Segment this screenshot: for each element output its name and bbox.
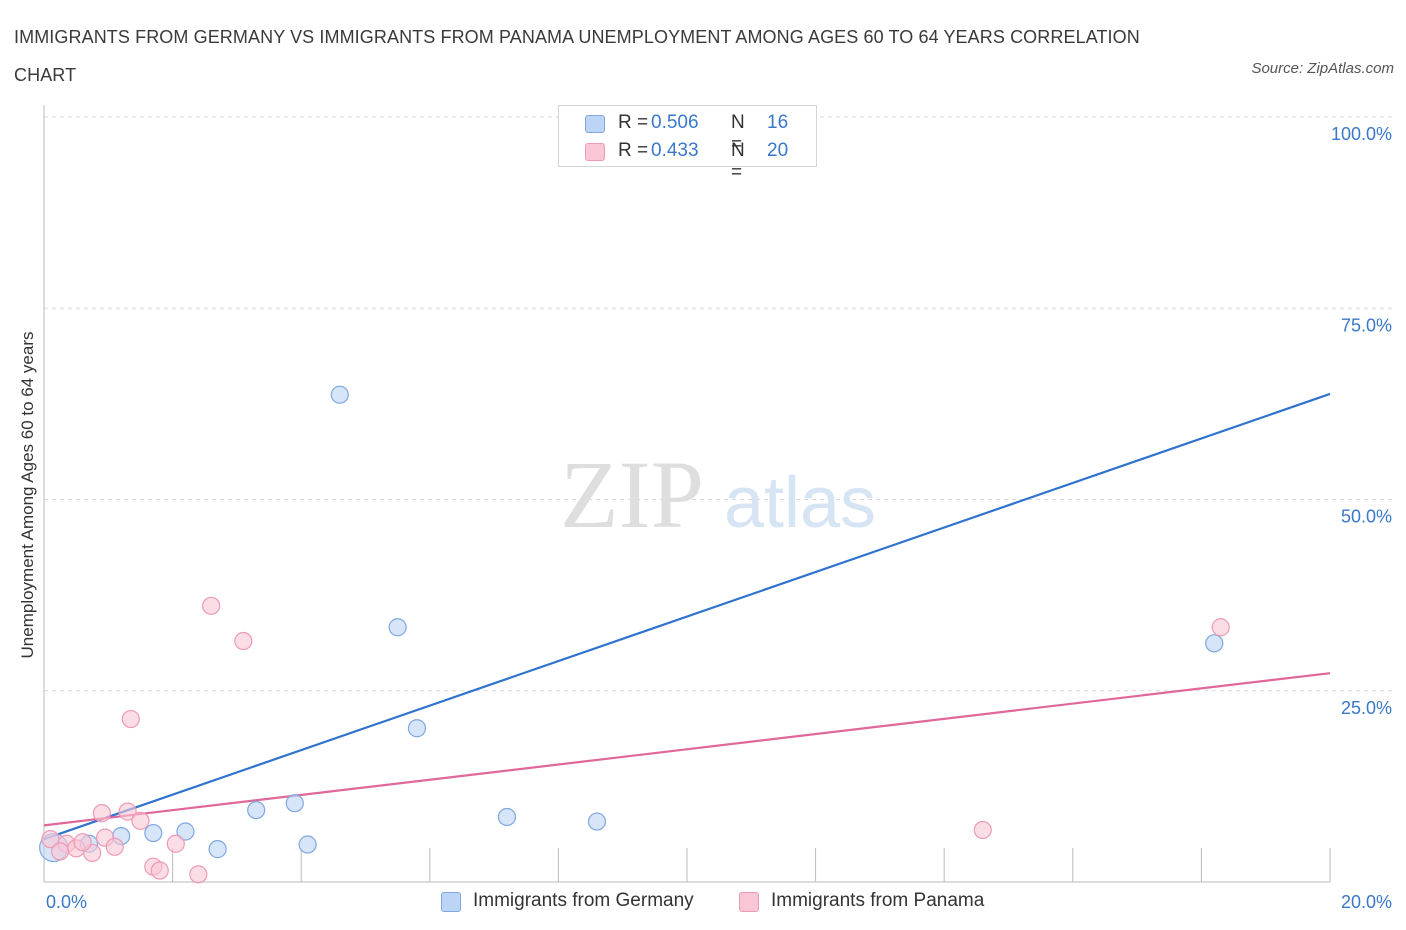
bottom-legend-swatch-germany — [441, 892, 461, 912]
data-point-panama-19 — [73, 833, 92, 852]
bottom-legend-swatch-panama — [739, 892, 759, 912]
legend-n-label-panama: N = — [731, 140, 745, 183]
data-point-panama-14 — [202, 596, 221, 615]
legend-r-label-germany: R = — [618, 112, 649, 133]
data-point-panama-16 — [973, 820, 992, 840]
legend-n-value-panama: 20 — [767, 140, 789, 161]
data-point-panama-11 — [150, 861, 169, 880]
trend-lines — [43, 392, 1331, 841]
y-tick-label-100: 100.0% — [1331, 124, 1392, 144]
legend-r-value-panama: 0.433 — [651, 140, 699, 161]
watermark-atlas: atlas — [724, 463, 876, 543]
data-point-panama-4 — [92, 804, 111, 823]
data-point-germany-7 — [285, 794, 304, 813]
tick-labels: 25.0% 50.0% 75.0% 100.0% 0.0% 20.0% — [46, 124, 1392, 912]
data-point-germany-11 — [407, 719, 427, 738]
legend-r-value-germany: 0.506 — [651, 112, 699, 133]
watermark: ZIP atlas — [560, 441, 876, 548]
data-point-panama-7 — [118, 802, 137, 821]
data-point-germany-13 — [587, 812, 607, 831]
data-point-germany-3 — [144, 823, 163, 843]
data-point-germany-9 — [330, 385, 349, 404]
chart-title: IMMIGRANTS FROM GERMANY VS IMMIGRANTS FR… — [14, 27, 1140, 85]
x-tick-label-max: 20.0% — [1341, 892, 1392, 912]
legend-r-label-panama: R = — [618, 140, 649, 161]
legend-n-value-germany: 16 — [767, 112, 789, 133]
data-point-panama-12 — [166, 834, 185, 853]
data-point-germany-10 — [388, 618, 407, 637]
data-point-germany-4 — [176, 822, 195, 841]
x-tick-label-min: 0.0% — [46, 892, 87, 912]
trend-line-panama — [43, 672, 1331, 827]
data-point-panama-9 — [121, 709, 140, 729]
data-point-germany-12 — [497, 807, 517, 827]
y-tick-label-25: 25.0% — [1341, 698, 1392, 718]
legend-n-label-germany: N = — [731, 112, 745, 155]
data-point-germany-6 — [247, 800, 266, 820]
axes — [43, 105, 1331, 883]
data-point-panama-18 — [50, 842, 70, 861]
legend-swatch-germany — [585, 115, 605, 133]
bottom-legend-label-germany: Immigrants from Germany — [473, 890, 694, 911]
watermark-zip: ZIP — [560, 441, 704, 548]
source-label: Source: ZipAtlas.com — [1251, 60, 1394, 77]
data-point-panama-8 — [131, 811, 150, 830]
data-point-panama-13 — [189, 865, 208, 884]
legend-swatch-panama — [585, 143, 605, 161]
data-point-panama-15 — [234, 631, 253, 651]
bottom-legend-label-panama: Immigrants from Panama — [771, 890, 985, 911]
data-point-panama-6 — [105, 837, 124, 856]
data-point-germany-14 — [1205, 634, 1224, 653]
y-tick-label-50: 50.0% — [1341, 507, 1392, 527]
y-tick-label-75: 75.0% — [1341, 315, 1392, 335]
data-point-germany-8 — [298, 835, 317, 854]
trend-line-germany — [43, 392, 1331, 841]
data-point-panama-17 — [1211, 618, 1230, 637]
legend-box: R = 0.506 N = 16 R = 0.433 N = 20 — [558, 105, 817, 183]
data-point-germany-5 — [208, 840, 227, 859]
